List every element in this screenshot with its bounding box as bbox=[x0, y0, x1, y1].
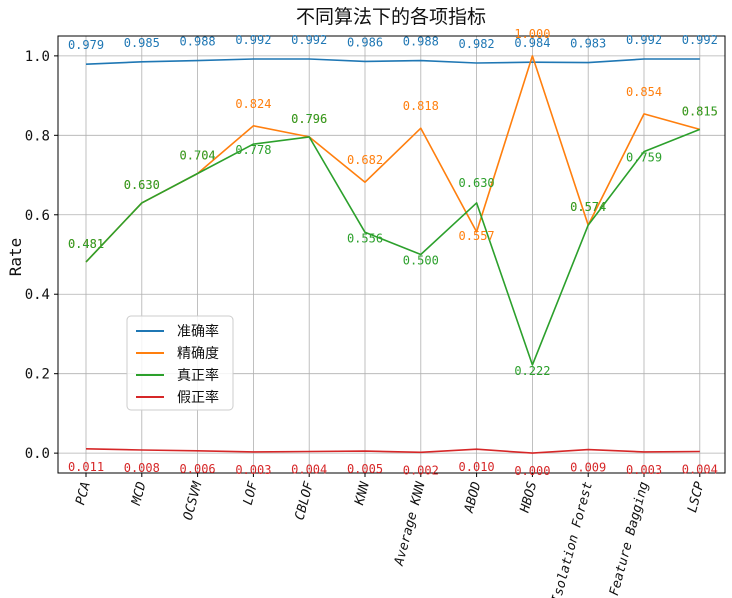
data-label: 0.992 bbox=[626, 33, 662, 47]
legend-entry: 精确度 bbox=[177, 346, 219, 362]
x-tick-label: MCD bbox=[129, 480, 150, 508]
series-line bbox=[85, 128, 701, 366]
data-label: 0.002 bbox=[403, 463, 439, 477]
y-axis-label: Rate bbox=[6, 238, 25, 277]
data-label: 0.008 bbox=[124, 461, 160, 475]
data-label: 0.778 bbox=[235, 143, 271, 157]
data-label: 0.005 bbox=[347, 462, 383, 476]
data-label: 0.010 bbox=[459, 460, 495, 474]
data-label: 0.004 bbox=[682, 463, 718, 477]
data-label: 0.003 bbox=[626, 463, 662, 477]
x-tick-label: LOF bbox=[241, 479, 262, 507]
data-label: 0.979 bbox=[68, 38, 104, 52]
series-line bbox=[85, 55, 701, 263]
y-tick-label: 1.0 bbox=[25, 49, 50, 65]
data-label: 0.574 bbox=[570, 200, 606, 214]
x-tick-label: Feature Bagging bbox=[607, 480, 652, 597]
data-label: 0.815 bbox=[682, 104, 718, 118]
data-label: 0.557 bbox=[459, 229, 495, 243]
data-label: 0.004 bbox=[291, 463, 327, 477]
data-label: 0.984 bbox=[514, 36, 550, 50]
x-tick-label: Average KNN bbox=[392, 480, 429, 568]
x-tick-label: Isolation Forest bbox=[549, 480, 596, 598]
y-tick-label: 0.0 bbox=[25, 446, 50, 462]
data-label: 0.704 bbox=[180, 148, 216, 162]
x-tick-label: PCA bbox=[73, 480, 94, 507]
data-label: 0.481 bbox=[68, 237, 104, 251]
data-label: 0.630 bbox=[124, 178, 160, 192]
y-tick-label: 0.2 bbox=[25, 367, 50, 383]
data-labels: 0.979 0.985 0.988 0.992 0.992 0.986 0.988 0.982… bbox=[68, 27, 718, 478]
data-label: 0.009 bbox=[570, 461, 606, 475]
legend-entry: 准确率 bbox=[177, 323, 219, 340]
data-label: 0.992 bbox=[682, 33, 718, 47]
data-label: 0.983 bbox=[570, 37, 606, 51]
data-label: 0.481 bbox=[68, 237, 104, 251]
data-label: 0.222 bbox=[514, 364, 550, 378]
plot-frame bbox=[57, 35, 726, 474]
data-label: 0.982 bbox=[459, 37, 495, 51]
data-label: 0.988 bbox=[403, 35, 439, 49]
y-tick-label: 0.4 bbox=[25, 287, 50, 303]
data-label: 0.000 bbox=[514, 464, 550, 478]
data-label: 0.006 bbox=[180, 462, 216, 476]
legend-entry: 真正率 bbox=[177, 367, 219, 384]
series-line bbox=[85, 58, 700, 65]
data-label: 0.500 bbox=[403, 254, 439, 268]
data-label: 0.854 bbox=[626, 85, 662, 99]
data-label: 0.992 bbox=[291, 33, 327, 47]
data-label: 0.556 bbox=[347, 231, 383, 245]
data-label: 0.630 bbox=[459, 176, 495, 190]
data-label: 0.682 bbox=[347, 153, 383, 167]
data-label: 0.796 bbox=[291, 112, 327, 126]
data-label: 0.630 bbox=[124, 178, 160, 192]
data-label: 1.000 bbox=[514, 27, 550, 41]
series-lines bbox=[85, 55, 701, 454]
x-tick-label: ABOD bbox=[462, 480, 485, 515]
chart-title: 不同算法下的各项指标 bbox=[296, 6, 486, 28]
x-tick-label: OCSVM bbox=[181, 479, 206, 522]
data-label: 0.011 bbox=[68, 460, 104, 474]
legend-box bbox=[126, 315, 234, 411]
x-tick-label: LSCP bbox=[685, 480, 708, 514]
legend-entry: 假正率 bbox=[177, 389, 219, 406]
x-tick-label: CBLOF bbox=[292, 479, 317, 522]
y-tick-label: 0.8 bbox=[25, 128, 50, 144]
series-line bbox=[85, 448, 700, 454]
data-label: 0.985 bbox=[124, 36, 160, 50]
data-label: 0.574 bbox=[570, 200, 606, 214]
data-label: 0.704 bbox=[180, 148, 216, 162]
data-label: 0.815 bbox=[682, 104, 718, 118]
x-tick-label: KNN bbox=[352, 480, 373, 508]
data-label: 0.986 bbox=[347, 35, 383, 49]
data-label: 0.796 bbox=[291, 112, 327, 126]
grid-lines bbox=[58, 36, 725, 473]
data-label: 0.992 bbox=[235, 33, 271, 47]
y-tick-label: 0.6 bbox=[25, 208, 50, 224]
data-label: 0.759 bbox=[626, 151, 662, 165]
data-label: 0.818 bbox=[403, 99, 439, 113]
data-label: 0.988 bbox=[180, 35, 216, 49]
x-tick-label: HBOS bbox=[517, 480, 540, 515]
data-label: 0.824 bbox=[235, 97, 271, 111]
data-label: 0.003 bbox=[235, 463, 271, 477]
